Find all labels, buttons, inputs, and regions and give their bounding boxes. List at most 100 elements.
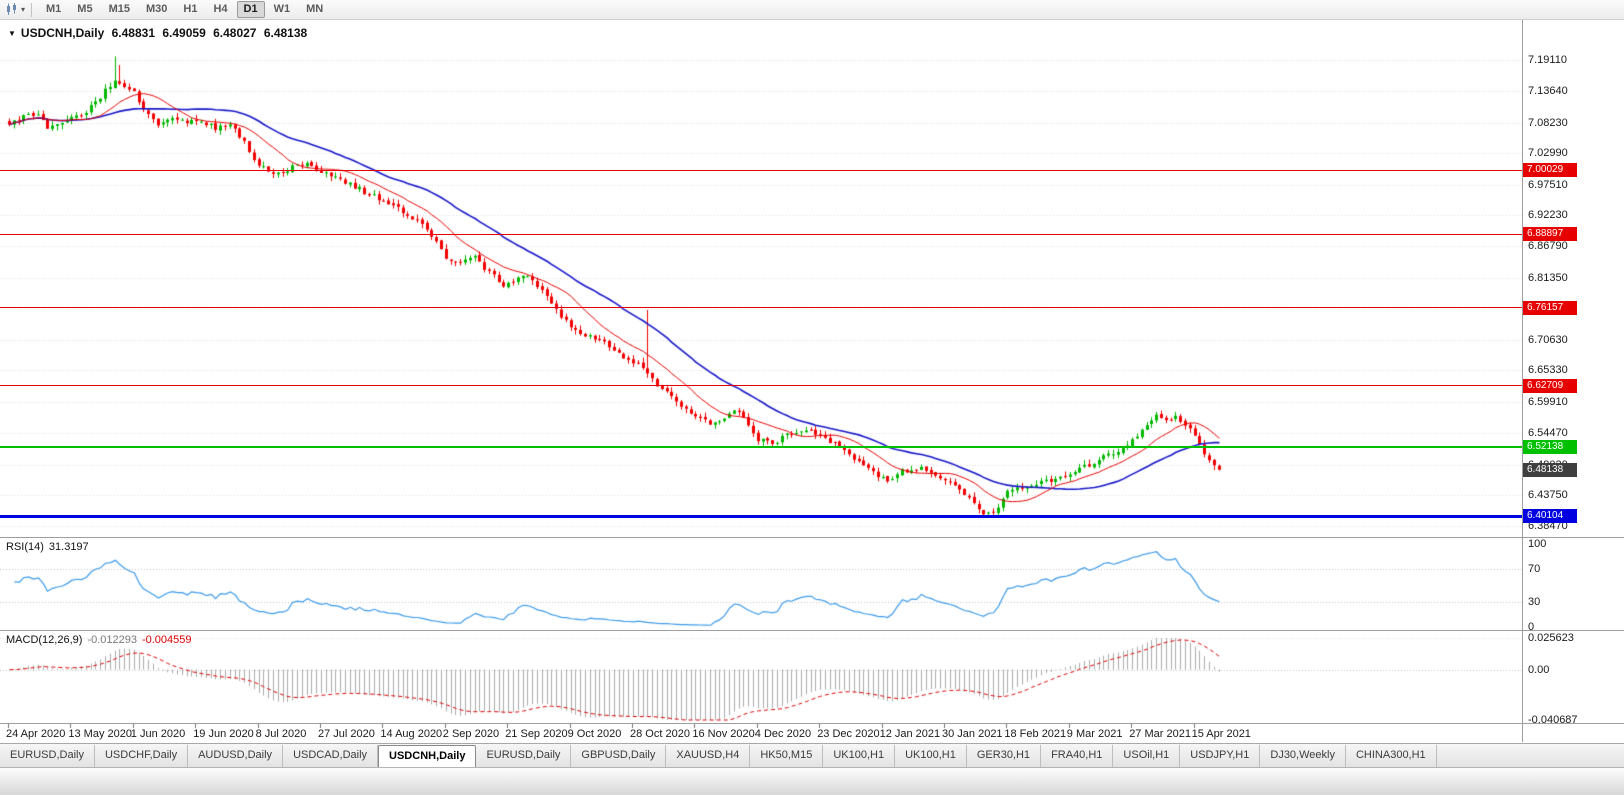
- candlestick-icon-glyph: [7, 3, 16, 15]
- chart-tab-eurusd-daily[interactable]: EURUSD,Daily: [476, 745, 572, 767]
- pane-separator-time-axis: [0, 723, 1624, 724]
- status-bar: [0, 767, 1624, 795]
- timeframe-button-h1[interactable]: H1: [183, 3, 198, 15]
- chart-tab-usdchf-daily[interactable]: USDCHF,Daily: [95, 745, 189, 767]
- rsi-name: RSI(14): [6, 541, 44, 553]
- price-axis-border: [1522, 20, 1523, 742]
- horizontal-line-6.40104[interactable]: [0, 515, 1522, 518]
- chart-title-bar: ▼ USDCNH,Daily 6.48831 6.49059 6.48027 6.…: [8, 26, 311, 40]
- price-line-tag-6.88897: 6.88897: [1523, 227, 1577, 241]
- time-axis-label: 9 Oct 2020: [567, 728, 622, 740]
- time-axis-label: 18 Feb 2021: [1004, 728, 1067, 740]
- price-chart-canvas[interactable]: [0, 20, 1624, 742]
- time-axis-label: 27 Mar 2021: [1129, 728, 1191, 740]
- time-axis-label: 2 Sep 2020: [442, 728, 500, 740]
- rsi-indicator-label: RSI(14) 31.3197: [6, 541, 94, 553]
- time-axis-label: 1 Jun 2020: [130, 728, 186, 740]
- rsi-axis-label: 70: [1528, 562, 1541, 575]
- chart-tab-eurusd-daily[interactable]: EURUSD,Daily: [0, 745, 95, 767]
- chart-low-value: 6.48027: [213, 26, 257, 40]
- chart-tab-uk100-h1[interactable]: UK100,H1: [895, 745, 967, 767]
- horizontal-line-7.00029[interactable]: [0, 170, 1522, 171]
- price-line-tag-6.62709: 6.62709: [1523, 379, 1577, 393]
- macd-signal-value: -0.004559: [141, 634, 192, 646]
- pane-separator-rsi[interactable]: [0, 537, 1624, 538]
- chart-tab-dj30-weekly[interactable]: DJ30,Weekly: [1260, 745, 1346, 767]
- chart-tab-bar: EURUSD,Daily USDCHF,Daily AUDUSD,Daily USDC…: [0, 743, 1624, 767]
- price-line-tag-6.52138: 6.52138: [1523, 440, 1577, 454]
- chart-tab-xauusd-h4[interactable]: XAUUSD,H4: [666, 745, 751, 767]
- chart-tab-uk100-h1[interactable]: UK100,H1: [823, 745, 896, 767]
- chart-tab-hk50-m15[interactable]: HK50,M15: [750, 745, 824, 767]
- time-axis-label: 27 Jul 2020: [318, 728, 375, 740]
- time-axis-label: 21 Sep 2020: [505, 728, 568, 740]
- macd-indicator-label: MACD(12,26,9) -0.012293 -0.004559: [6, 634, 197, 646]
- price-axis-label: 6.59910: [1528, 395, 1568, 408]
- macd-axis-label: -0.040687: [1528, 714, 1578, 726]
- timeframe-button-mn[interactable]: MN: [306, 3, 324, 15]
- horizontal-line-6.88897[interactable]: [0, 234, 1522, 235]
- chart-type-dropdown-icon[interactable]: ▾: [21, 5, 26, 14]
- time-axis-label: 13 May 2020: [68, 728, 132, 740]
- timeframe-button-m30[interactable]: M30: [145, 3, 168, 15]
- time-axis-label: 24 Apr 2020: [6, 728, 66, 740]
- price-axis-label: 6.70630: [1528, 333, 1568, 346]
- timeframe-button-m1[interactable]: M1: [46, 3, 62, 15]
- time-axis-label: 14 Aug 2020: [380, 728, 443, 740]
- timeframe-button-h4[interactable]: H4: [213, 3, 228, 15]
- time-axis-label: 19 Jun 2020: [193, 728, 254, 740]
- time-axis-label: 9 Mar 2021: [1066, 728, 1123, 740]
- chart-high-value: 6.49059: [162, 26, 206, 40]
- price-axis-label: 6.65330: [1528, 364, 1568, 377]
- pane-separator-macd[interactable]: [0, 630, 1624, 631]
- price-axis-label: 6.86790: [1528, 240, 1568, 253]
- price-axis-label: 7.13640: [1528, 85, 1568, 98]
- macd-axis-label: 0.025623: [1528, 632, 1574, 644]
- chart-tab-usoil-h1[interactable]: USOil,H1: [1113, 745, 1181, 767]
- chart-region: ▼ USDCNH,Daily 6.48831 6.49059 6.48027 6.…: [0, 20, 1624, 742]
- timeframe-button-d1[interactable]: D1: [236, 1, 265, 18]
- time-axis-label: 30 Jan 2021: [942, 728, 1003, 740]
- chart-close-value: 6.48138: [263, 26, 308, 40]
- price-axis-label: 6.97510: [1528, 178, 1568, 191]
- time-axis-label: 8 Jul 2020: [255, 728, 307, 740]
- horizontal-line-6.76157[interactable]: [0, 307, 1522, 308]
- price-line-tag-7.00029: 7.00029: [1523, 163, 1577, 177]
- chart-symbol-label: USDCNH,Daily: [20, 26, 105, 40]
- price-axis-label: 6.54470: [1528, 427, 1568, 440]
- chart-collapse-icon[interactable]: ▼: [8, 29, 16, 38]
- chart-tab-fra40-h1[interactable]: FRA40,H1: [1041, 745, 1114, 767]
- macd-axis-label: 0.00: [1528, 663, 1550, 676]
- price-axis-label: 6.43750: [1528, 489, 1568, 502]
- chart-tab-ger30-h1[interactable]: GER30,H1: [967, 745, 1042, 767]
- time-axis-label: 16 Nov 2020: [692, 728, 755, 740]
- chart-tab-usdcnh-daily[interactable]: USDCNH,Daily: [378, 745, 477, 767]
- timeframe-button-m15[interactable]: M15: [108, 3, 130, 15]
- timeframe-button-m5[interactable]: M5: [77, 3, 93, 15]
- chart-tab-usdjpy-h1[interactable]: USDJPY,H1: [1180, 745, 1261, 767]
- time-axis-label: 15 Apr 2021: [1191, 728, 1251, 740]
- timeframe-button-w1[interactable]: W1: [273, 3, 291, 15]
- price-axis-label: 7.19110: [1528, 53, 1567, 66]
- time-axis-label: 28 Oct 2020: [630, 728, 690, 740]
- price-axis-label: 7.02990: [1528, 146, 1568, 159]
- price-line-tag-6.76157: 6.76157: [1523, 301, 1577, 315]
- timeframe-button-group: M1 M5 M15 M30 H1 H4 D1 W1 MN: [38, 1, 331, 18]
- macd-name: MACD(12,26,9): [6, 634, 83, 646]
- horizontal-line-6.62709[interactable]: [0, 385, 1522, 386]
- rsi-axis-label: 30: [1528, 596, 1541, 609]
- rsi-axis-label: 100: [1528, 538, 1547, 550]
- current-price-tag: 6.48138: [1523, 463, 1577, 477]
- chart-tab-usdcad-daily[interactable]: USDCAD,Daily: [283, 745, 379, 767]
- time-axis-label: 23 Dec 2020: [817, 728, 880, 740]
- chart-tab-audusd-daily[interactable]: AUDUSD,Daily: [188, 745, 284, 767]
- horizontal-line-6.52138[interactable]: [0, 446, 1522, 448]
- toolbar-separator: [31, 2, 33, 17]
- macd-main-value: -0.012293: [87, 634, 137, 646]
- price-axis-label: 6.92230: [1528, 209, 1568, 222]
- chart-tab-gbpusd-daily[interactable]: GBPUSD,Daily: [571, 745, 667, 767]
- rsi-current-value: 31.3197: [48, 541, 89, 553]
- candlestick-chart-type-icon[interactable]: [5, 3, 19, 16]
- time-axis-label: 4 Dec 2020: [754, 728, 812, 740]
- chart-tab-china300-h1[interactable]: CHINA300,H1: [1346, 745, 1437, 767]
